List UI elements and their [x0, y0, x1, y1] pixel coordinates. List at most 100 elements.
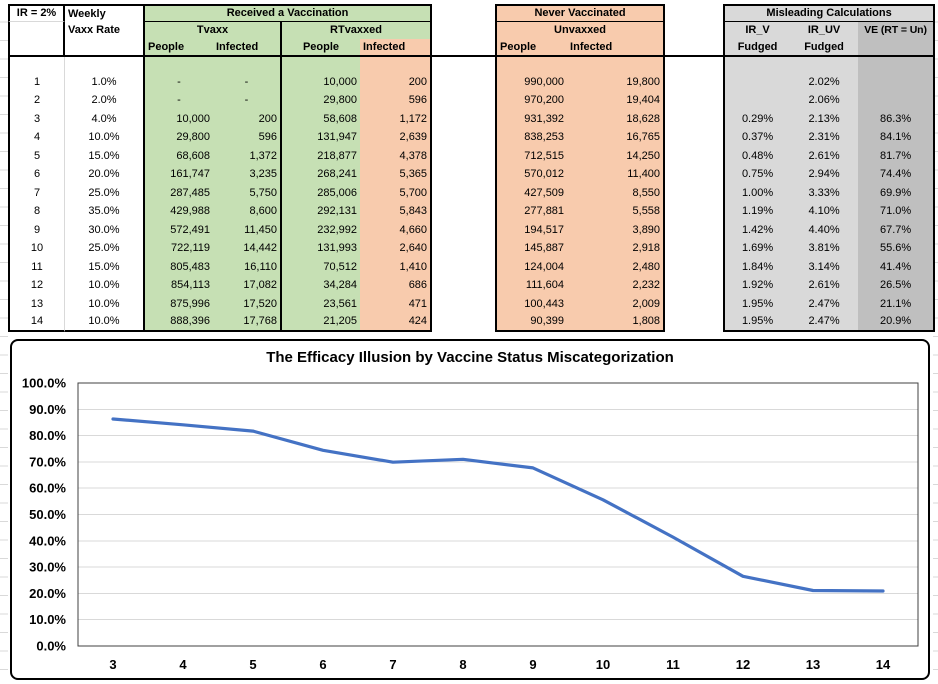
- cell-tvaxx-infected[interactable]: 17,768: [213, 313, 280, 332]
- cell-vaxx-rate[interactable]: 30.0%: [88, 223, 120, 236]
- cell-rtvaxxed-people[interactable]: 218,877: [280, 147, 360, 166]
- cell-ir-v[interactable]: 1.84%: [723, 258, 791, 277]
- cell-rtvaxxed-infected[interactable]: 4,660: [360, 221, 433, 240]
- cell-unvaxxed-people[interactable]: 838,253: [495, 128, 568, 147]
- empty-cell[interactable]: [8, 39, 65, 57]
- gap-cell[interactable]: [432, 92, 495, 111]
- cell-rtvaxxed-people[interactable]: 131,993: [280, 239, 360, 258]
- subgroup-header-tvaxx[interactable]: Tvaxx: [143, 22, 280, 39]
- cell-ir-uv[interactable]: 2.61%: [790, 276, 859, 295]
- cell-ir-v[interactable]: 0.37%: [723, 128, 791, 147]
- column-header-fudged-uv[interactable]: Fudged: [790, 39, 859, 57]
- header-vaxx-rate[interactable]: Vaxx Rate: [68, 24, 120, 36]
- cell-unvaxxed-infected[interactable]: 16,765: [567, 128, 666, 147]
- cell-tvaxx-people[interactable]: 854,113: [143, 276, 213, 295]
- cell-tvaxx-infected[interactable]: -: [213, 73, 280, 92]
- gap-cell[interactable]: [665, 203, 723, 222]
- cell-vaxx-rate[interactable]: 25.0%: [88, 242, 120, 255]
- gap-cell[interactable]: [665, 22, 723, 39]
- cell-ir-uv[interactable]: 3.81%: [790, 239, 859, 258]
- gap-cell[interactable]: [432, 203, 495, 222]
- cell-ve[interactable]: 20.9%: [858, 313, 936, 332]
- cell-unvaxxed-infected[interactable]: 2,918: [567, 239, 666, 258]
- gap-cell[interactable]: [665, 184, 723, 203]
- cell-tvaxx-infected[interactable]: 17,082: [213, 276, 280, 295]
- cell-tvaxx-infected[interactable]: 14,442: [213, 239, 280, 258]
- gap-cell[interactable]: [432, 295, 495, 314]
- cell-tvaxx-people[interactable]: -: [143, 91, 213, 110]
- cell-ir-v[interactable]: 1.19%: [723, 202, 791, 221]
- cell-vaxx-rate[interactable]: 10.0%: [88, 131, 120, 144]
- cell-ve[interactable]: 81.7%: [858, 147, 936, 166]
- cell-tvaxx-infected[interactable]: 200: [213, 110, 280, 129]
- cell-unvaxxed-people[interactable]: 194,517: [495, 221, 568, 240]
- cell-unvaxxed-people[interactable]: 427,509: [495, 184, 568, 203]
- cell-unvaxxed-people[interactable]: 277,881: [495, 202, 568, 221]
- cell-unvaxxed-people[interactable]: 931,392: [495, 110, 568, 129]
- cell-unvaxxed-infected[interactable]: 1,808: [567, 313, 666, 332]
- cell-week[interactable]: 12: [8, 276, 65, 295]
- cell-unvaxxed-infected[interactable]: 19,800: [567, 73, 666, 92]
- empty-cell[interactable]: [858, 39, 936, 57]
- cell-week[interactable]: 13: [8, 295, 65, 314]
- cell-week[interactable]: [8, 57, 65, 73]
- cell-week[interactable]: 10: [8, 239, 65, 258]
- cell-week[interactable]: 1: [8, 73, 65, 92]
- cell-unvaxxed-people[interactable]: 990,000: [495, 73, 568, 92]
- cell-vaxx-rate[interactable]: [65, 57, 143, 73]
- cell-ir-uv[interactable]: 2.02%: [790, 73, 859, 92]
- gap-cell[interactable]: [665, 221, 723, 240]
- cell-ir-v[interactable]: 0.48%: [723, 147, 791, 166]
- gap-cell[interactable]: [665, 39, 724, 57]
- cell-rtvaxxed-people[interactable]: 58,608: [280, 110, 360, 129]
- cell-ve[interactable]: 55.6%: [858, 239, 936, 258]
- cell-rtvaxxed-infected[interactable]: 2,640: [360, 239, 433, 258]
- gap-cell[interactable]: [665, 110, 723, 129]
- cell-vaxx-rate[interactable]: 25.0%: [88, 186, 120, 199]
- cell-week[interactable]: 9: [8, 221, 65, 240]
- cell-ir-v[interactable]: [723, 91, 791, 110]
- cell-week[interactable]: 3: [8, 110, 65, 129]
- cell-tvaxx-infected[interactable]: 8,600: [213, 202, 280, 221]
- cell-ir-uv[interactable]: 2.94%: [790, 165, 859, 184]
- cell-tvaxx-people[interactable]: 875,996: [143, 295, 213, 314]
- cell-rtvaxxed-infected[interactable]: [360, 57, 433, 73]
- cell-tvaxx-people[interactable]: 805,483: [143, 258, 213, 277]
- gap-cell[interactable]: [432, 110, 495, 129]
- gap-cell[interactable]: [665, 314, 723, 333]
- cell-week[interactable]: 11: [8, 258, 65, 277]
- cell-vaxx-rate[interactable]: 35.0%: [88, 205, 120, 218]
- cell-ve[interactable]: 69.9%: [858, 184, 936, 203]
- cell-rtvaxxed-infected[interactable]: 5,700: [360, 184, 433, 203]
- header-weekly[interactable]: Weekly: [65, 4, 143, 22]
- cell-rtvaxxed-people[interactable]: 34,284: [280, 276, 360, 295]
- gap-cell[interactable]: [665, 258, 723, 277]
- cell-tvaxx-infected[interactable]: 1,372: [213, 147, 280, 166]
- cell-tvaxx-infected[interactable]: 596: [213, 128, 280, 147]
- column-header-tvaxx-infected[interactable]: Infected: [213, 39, 280, 57]
- column-header-unvaxxed-infected[interactable]: Infected: [567, 39, 666, 57]
- cell-unvaxxed-people[interactable]: 111,604: [495, 276, 568, 295]
- gap-cell[interactable]: [432, 277, 495, 296]
- cell-unvaxxed-infected[interactable]: 2,480: [567, 258, 666, 277]
- cell-unvaxxed-infected[interactable]: 2,009: [567, 295, 666, 314]
- cell-week[interactable]: 6: [8, 165, 65, 184]
- cell-tvaxx-people[interactable]: 68,608: [143, 147, 213, 166]
- group-header-misleading-calculations[interactable]: Misleading Calculations: [723, 4, 936, 22]
- gap-cell[interactable]: [432, 57, 495, 73]
- cell-week[interactable]: 7: [8, 184, 65, 203]
- cell-tvaxx-infected[interactable]: 17,520: [213, 295, 280, 314]
- gap-cell[interactable]: [432, 221, 495, 240]
- gap-cell[interactable]: [665, 295, 723, 314]
- gap-cell[interactable]: [665, 166, 723, 185]
- cell-rtvaxxed-infected[interactable]: 5,843: [360, 202, 433, 221]
- cell-unvaxxed-people[interactable]: [495, 57, 568, 73]
- cell-unvaxxed-people[interactable]: 970,200: [495, 91, 568, 110]
- gap-cell[interactable]: [665, 92, 723, 111]
- cell-unvaxxed-infected[interactable]: 5,558: [567, 202, 666, 221]
- cell-ve[interactable]: [858, 57, 936, 73]
- cell-ir-uv[interactable]: 2.06%: [790, 91, 859, 110]
- cell-ve[interactable]: [858, 91, 936, 110]
- gap-cell[interactable]: [432, 258, 495, 277]
- cell-tvaxx-infected[interactable]: -: [213, 91, 280, 110]
